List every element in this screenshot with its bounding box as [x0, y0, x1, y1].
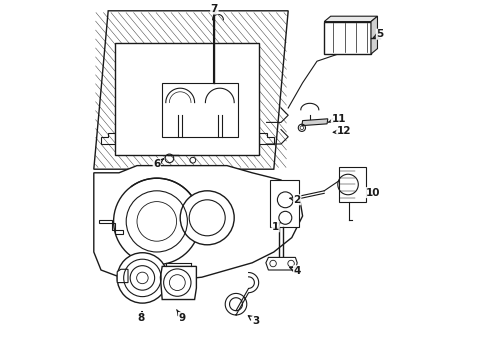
Polygon shape	[266, 257, 297, 270]
Polygon shape	[371, 16, 377, 54]
Circle shape	[180, 191, 234, 245]
Polygon shape	[162, 83, 238, 137]
Polygon shape	[160, 266, 196, 300]
Polygon shape	[116, 43, 259, 155]
Text: 5: 5	[373, 29, 384, 39]
Text: 12: 12	[333, 126, 351, 136]
Text: 11: 11	[328, 114, 346, 124]
Text: 6: 6	[153, 159, 163, 169]
Polygon shape	[339, 167, 366, 202]
Text: 8: 8	[137, 311, 144, 323]
Polygon shape	[324, 22, 371, 54]
Polygon shape	[94, 166, 303, 281]
Polygon shape	[117, 269, 128, 283]
Circle shape	[279, 211, 292, 224]
Text: 3: 3	[248, 316, 259, 326]
Circle shape	[114, 178, 200, 265]
Polygon shape	[324, 16, 377, 22]
Text: 10: 10	[366, 188, 380, 198]
Text: 9: 9	[177, 310, 186, 323]
Text: 2: 2	[290, 195, 301, 205]
Text: 4: 4	[290, 266, 301, 276]
Circle shape	[117, 253, 168, 303]
Polygon shape	[302, 119, 328, 126]
Text: 7: 7	[211, 4, 218, 15]
Polygon shape	[270, 180, 299, 227]
Text: 1: 1	[272, 222, 280, 232]
